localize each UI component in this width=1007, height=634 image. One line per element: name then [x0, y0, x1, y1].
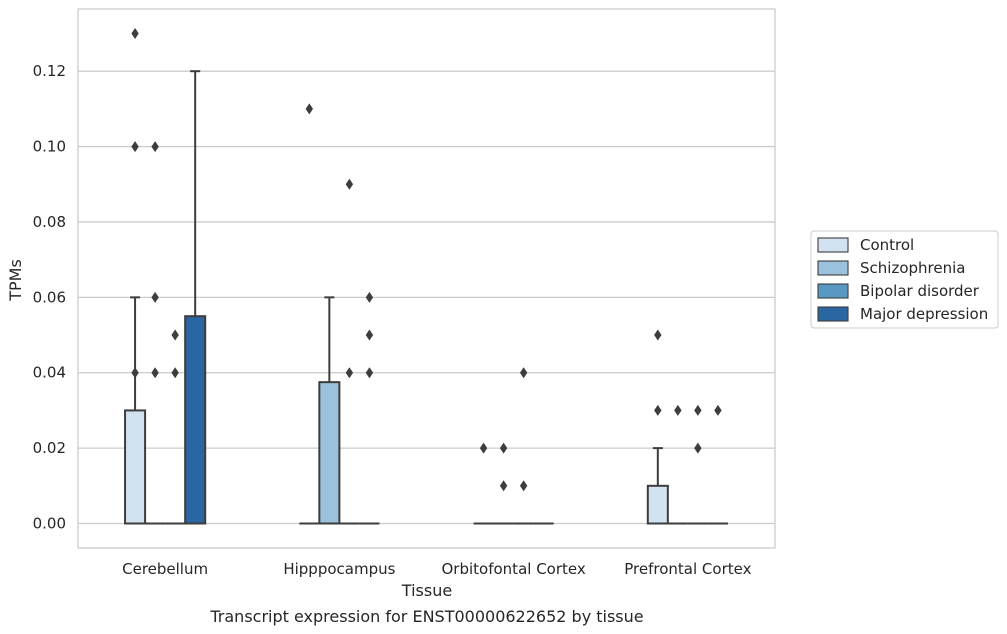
legend-label: Bipolar disorder [860, 282, 980, 300]
box-group [165, 329, 186, 525]
y-tick-label: 0.06 [33, 288, 66, 306]
outlier-point [499, 480, 508, 492]
outlier-point [714, 404, 722, 416]
legend-label: Schizophrenia [860, 259, 965, 277]
x-tick-labels: Cerebellum Hipppocampus Orbitofontal Corte… [122, 560, 751, 578]
legend-label: Major depression [860, 305, 988, 323]
box-group [124, 28, 147, 525]
legend-swatch [817, 306, 849, 322]
outlier-point [519, 367, 528, 379]
outlier-point [694, 404, 702, 416]
y-axis-label: TPMs [6, 259, 25, 302]
y-tick-labels: 0.00 0.02 0.04 0.06 0.08 0.10 0.12 [33, 62, 66, 532]
outlier-point [499, 442, 508, 454]
box-group [318, 296, 341, 525]
legend-frame [810, 230, 999, 329]
outlier-point [365, 367, 374, 379]
outlier-point [151, 291, 159, 303]
outlier-point [131, 141, 139, 153]
outlier-point [654, 404, 662, 416]
y-tick-label: 0.02 [33, 439, 66, 457]
outlier-point [479, 442, 488, 454]
box-group [707, 404, 728, 525]
box-group [646, 329, 669, 525]
x-axis-label: Tissue [401, 581, 452, 600]
box-group [184, 70, 207, 525]
box-group [493, 442, 514, 525]
box-group [299, 103, 320, 525]
outlier-point [345, 178, 354, 190]
box-group [687, 404, 708, 525]
y-tick-label: 0.00 [33, 515, 66, 533]
box [184, 315, 207, 525]
x-tick-label: Orbitofontal Cortex [442, 560, 586, 578]
x-tick-label: Cerebellum [122, 560, 208, 578]
outlier-point [131, 367, 139, 379]
box [646, 484, 669, 525]
legend-label: Control [860, 236, 914, 254]
box-group [339, 178, 360, 525]
box [124, 409, 147, 525]
box-group [473, 442, 494, 525]
y-tick-label: 0.12 [33, 62, 66, 80]
y-tick-label: 0.10 [33, 138, 66, 156]
outlier-point [654, 329, 662, 341]
gridlines [78, 70, 775, 525]
box-group [145, 141, 166, 525]
box-group [667, 404, 688, 525]
box [318, 381, 341, 525]
outlier-point [151, 367, 159, 379]
box-layer [124, 28, 728, 525]
outlier-point [365, 291, 374, 303]
x-tick-label: Hipppocampus [283, 560, 395, 578]
outlier-point [171, 329, 179, 341]
outlier-point [151, 141, 159, 153]
legend-swatch [817, 237, 849, 253]
outlier-point [305, 103, 314, 115]
legend-swatch [817, 260, 849, 276]
plot-frame [77, 8, 776, 549]
x-tick-label: Prefrontal Cortex [624, 560, 751, 578]
outlier-point [345, 367, 354, 379]
outlier-point [694, 442, 702, 454]
outlier-point [131, 28, 139, 39]
chart-title: Transcript expression for ENST0000062265… [209, 607, 643, 626]
outlier-point [674, 404, 682, 416]
legend: Control Schizophrenia Bipolar disorder Majo… [810, 230, 999, 329]
outlier-point [519, 480, 528, 492]
outlier-point [171, 367, 179, 379]
box-group [513, 367, 534, 525]
box-group [359, 291, 380, 525]
outlier-point [365, 329, 374, 341]
legend-swatch [817, 283, 849, 299]
y-tick-label: 0.08 [33, 213, 66, 231]
y-tick-label: 0.04 [33, 364, 66, 382]
